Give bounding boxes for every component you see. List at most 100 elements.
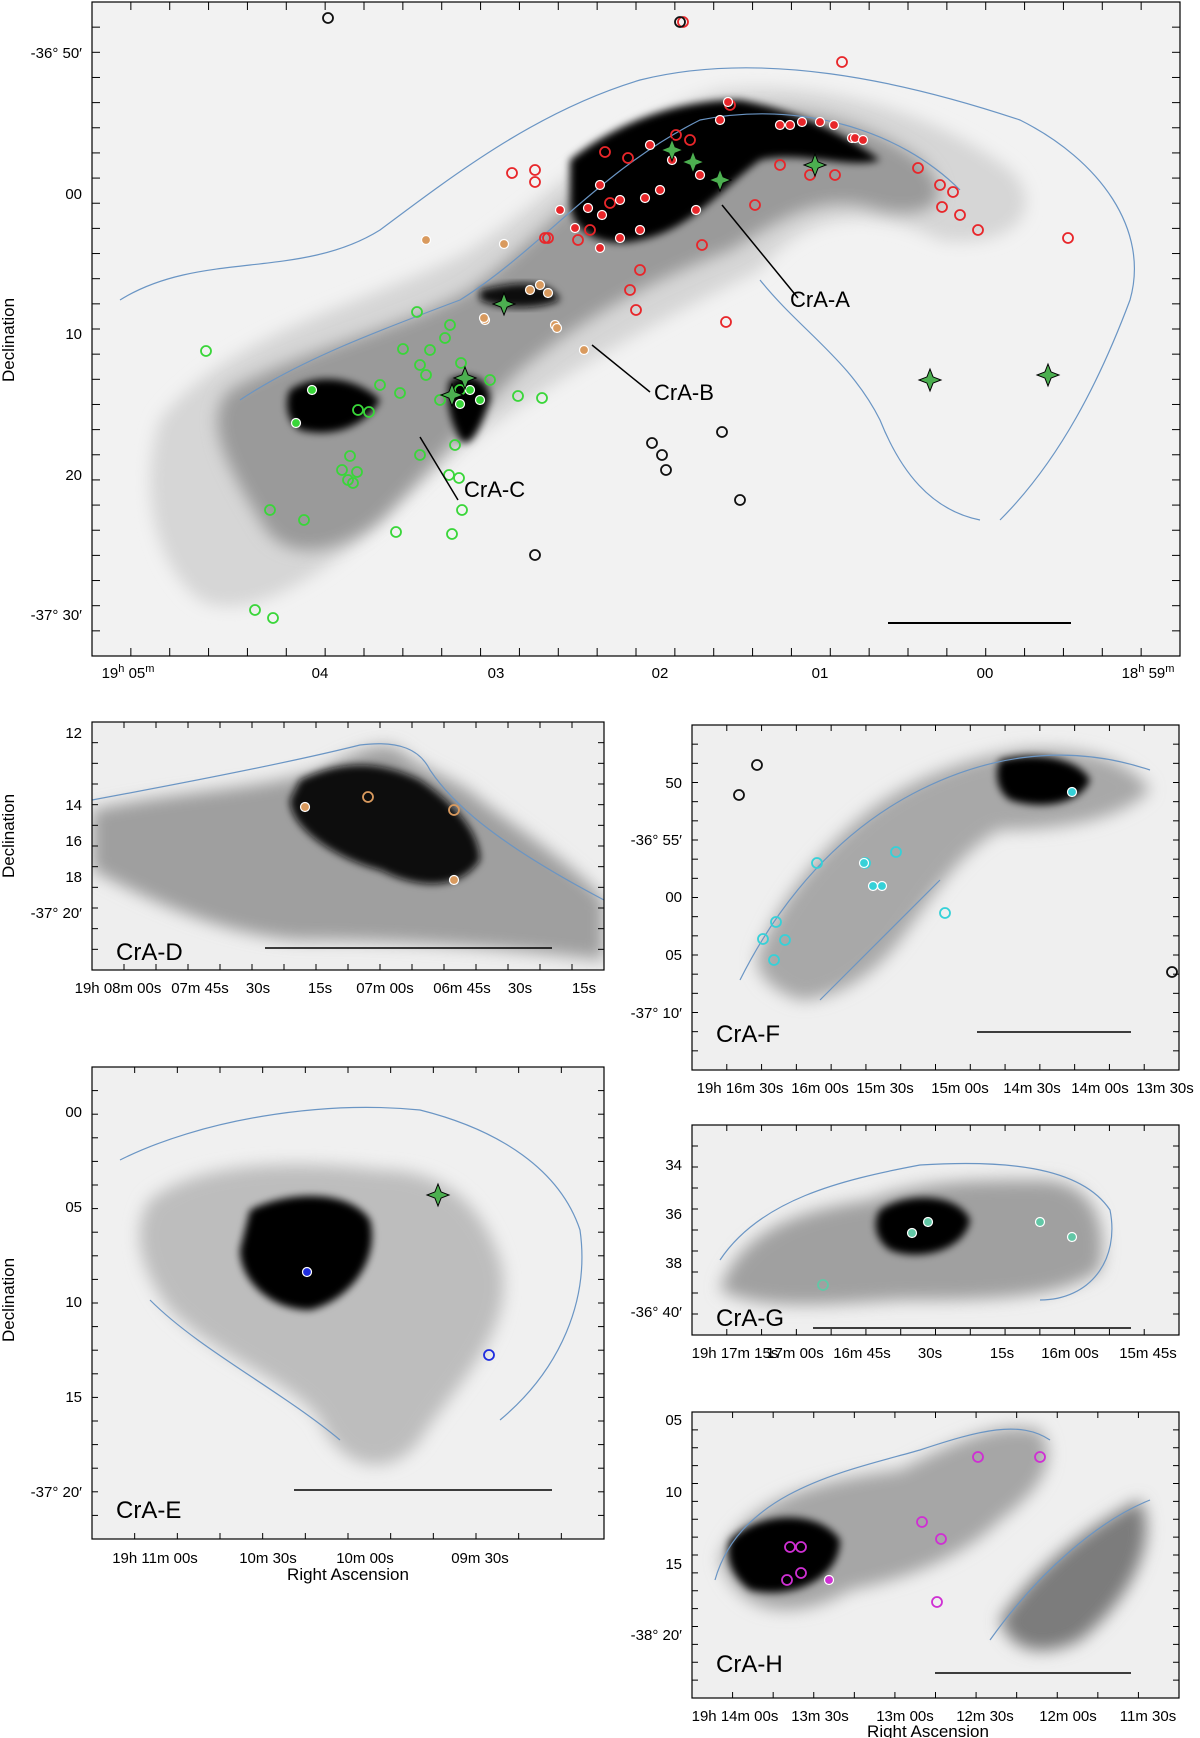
source-filled-circle	[301, 1266, 313, 1278]
panel-d-y-tick-label: 18	[65, 869, 82, 886]
source-filled-circle	[594, 242, 606, 254]
panel-f-x-tick-label: 16m 00s	[791, 1080, 849, 1097]
panel-g-x-tick-label: 17m 00s	[766, 1345, 824, 1362]
region-label-cra-b: CrA-B	[654, 380, 714, 405]
source-open-circle	[684, 134, 696, 146]
source-open-circle	[829, 169, 841, 181]
panel-d-x-tick-label: 30s	[246, 980, 270, 997]
source-filled-circle	[464, 384, 476, 396]
source-open-circle	[622, 152, 634, 164]
source-open-circle	[529, 549, 541, 561]
panel-d-contour	[92, 743, 604, 901]
source-open-circle	[656, 449, 668, 461]
source-open-circle	[336, 464, 348, 476]
source-open-circle	[931, 1596, 943, 1608]
source-open-circle	[784, 1541, 796, 1553]
source-filled-circle	[1066, 786, 1078, 798]
star-icon	[439, 382, 465, 408]
panel-g-y-tick-labels: 34 36 38 -36° 40′	[631, 1157, 683, 1321]
source-open-circle	[599, 146, 611, 158]
source-filled-circle	[828, 119, 840, 131]
source-open-circle	[781, 1574, 793, 1586]
source-filled-circle	[1066, 1231, 1078, 1243]
panel-e-x-tick-label: 19h 11m 00s	[112, 1550, 198, 1567]
source-open-circle	[506, 167, 518, 179]
source-filled-circle	[784, 119, 796, 131]
source-open-circle	[716, 426, 728, 438]
source-filled-circle	[524, 284, 536, 296]
panel-e-x-axis-label: Right Ascension	[287, 1565, 409, 1584]
source-open-circle	[322, 12, 334, 24]
source-filled-circle	[290, 417, 302, 429]
source-open-circle	[935, 1533, 947, 1545]
main-source-markers	[200, 12, 1074, 624]
source-open-circle	[483, 1349, 495, 1361]
panel-h-y-tick-label: -38° 20′	[631, 1627, 683, 1644]
source-open-circle	[351, 466, 363, 478]
source-filled-circle	[796, 116, 808, 128]
source-open-circle	[414, 449, 426, 461]
star-icon	[917, 367, 943, 393]
panel-h-ticks	[692, 1412, 1179, 1698]
panel-h-x-tick-label: 12m 00s	[1039, 1708, 1097, 1725]
source-open-circle	[200, 345, 212, 357]
panel-g-core	[875, 1197, 970, 1255]
panel-cra-g: CrA-G 34 36 38 -36° 40′ 19h 17m 15s 17m …	[631, 1124, 1180, 1362]
panel-g-x-tick-label: 30s	[918, 1345, 942, 1362]
source-filled-circle	[542, 287, 554, 299]
panel-f-core	[997, 756, 1090, 805]
panel-e-contour	[119, 1106, 583, 1441]
panel-f-contour	[739, 754, 1151, 1001]
source-open-circle	[696, 239, 708, 251]
source-open-circle	[264, 504, 276, 516]
source-open-circle	[298, 514, 310, 526]
source-open-circle	[770, 916, 782, 928]
panel-d-x-tick-label: 15s	[572, 980, 596, 997]
panel-d-y-axis-label: Declination	[0, 794, 18, 878]
source-open-circle	[448, 804, 460, 816]
panel-cra-e: CrA-E Declination 00 05 10 15 -37° 20′ 1…	[0, 1066, 605, 1584]
source-open-circle	[604, 197, 616, 209]
panel-f-y-tick-label: 00	[665, 889, 682, 906]
panel-h-y-tick-label: 10	[665, 1484, 682, 1501]
panel-g-ticks	[692, 1125, 1179, 1335]
source-open-circle	[972, 1451, 984, 1463]
panel-d-y-tick-labels: 12 14 16 18 -37° 20′	[31, 725, 83, 922]
source-filled-circle	[614, 194, 626, 206]
source-open-circle	[529, 164, 541, 176]
panel-d-x-tick-label: 19h 08m 00s	[75, 980, 162, 997]
source-open-circle	[947, 186, 959, 198]
source-open-circle	[394, 387, 406, 399]
source-open-circle	[584, 224, 596, 236]
panel-g-label: CrA-G	[716, 1305, 784, 1332]
main-x-tick-label: 03	[488, 665, 505, 682]
cra-a-pointer	[721, 204, 799, 299]
panel-f-x-tick-label: 19h 16m 30s	[697, 1080, 784, 1097]
star-icon	[707, 167, 733, 193]
panel-f-x-tick-label: 14m 00s	[1071, 1080, 1129, 1097]
main-x-tick-label: 18h 59m	[1122, 663, 1175, 682]
panel-d-ticks	[92, 722, 604, 970]
source-filled-circle	[694, 169, 706, 181]
source-open-circle	[912, 162, 924, 174]
main-x-tick-label: 00	[977, 665, 994, 682]
source-open-circle	[749, 199, 761, 211]
source-open-circle	[455, 357, 467, 369]
source-open-circle	[449, 439, 461, 451]
panel-e-y-tick-label: 10	[65, 1294, 82, 1311]
main-y-tick-label: 00	[65, 186, 82, 203]
source-open-circle	[630, 304, 642, 316]
source-filled-circle	[569, 222, 581, 234]
source-open-circle	[390, 526, 402, 538]
main-y-tick-label: 20	[65, 467, 82, 484]
panel-d-label: CrA-D	[116, 939, 183, 966]
panel-d-x-tick-label: 07m 45s	[171, 980, 229, 997]
main-y-axis-label: Declination	[0, 298, 18, 382]
main-cloud-image	[119, 12, 1135, 624]
panel-h-x-tick-label: 11m 30s	[1120, 1708, 1176, 1725]
source-open-circle	[674, 16, 686, 28]
main-y-tick-label: 10	[65, 326, 82, 343]
panel-cra-d: CrA-D Declination 12 14 16 18 -37° 20′ 1…	[0, 721, 605, 997]
source-filled-circle	[594, 179, 606, 191]
source-open-circle	[811, 857, 823, 869]
